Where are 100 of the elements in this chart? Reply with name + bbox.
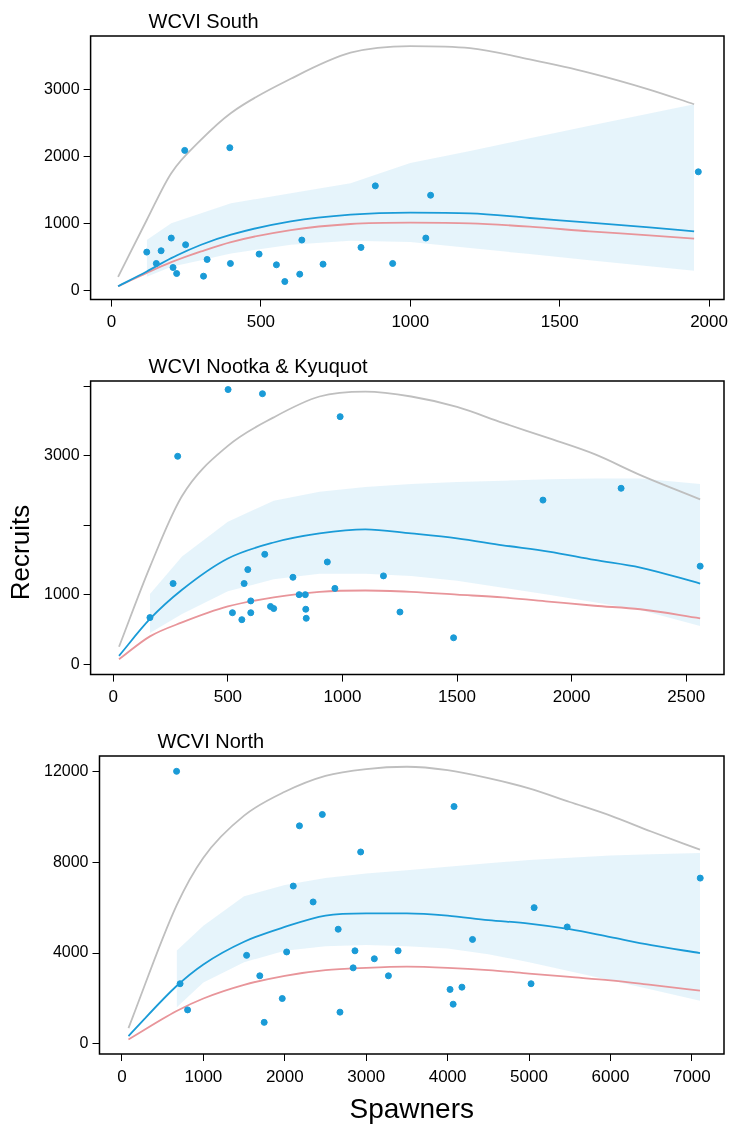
point [167, 234, 175, 242]
chart-title: WCVI South [148, 10, 259, 32]
x-tick-label: 0 [117, 1066, 127, 1086]
y-tick-label: 8000 [52, 852, 89, 870]
point [226, 144, 234, 152]
point [169, 263, 177, 271]
x-tick-label: 1000 [323, 687, 362, 707]
point [247, 609, 255, 617]
line-series [127, 912, 701, 1037]
x-tick-label: 2000 [265, 1066, 304, 1086]
point [446, 985, 454, 993]
point [146, 614, 154, 622]
point [696, 874, 704, 882]
x-tick-label: 1000 [184, 1066, 223, 1086]
x-tick-label: 4000 [428, 1066, 467, 1086]
point [295, 822, 303, 830]
point [450, 634, 458, 642]
y-tick-label: 2000 [44, 146, 80, 164]
line-series [127, 965, 701, 1041]
point [334, 925, 342, 933]
point [184, 1006, 192, 1014]
point [295, 591, 303, 599]
point [302, 605, 310, 613]
chart-title: WCVI North [157, 730, 265, 752]
line-series [118, 589, 702, 661]
point [323, 558, 331, 566]
point [530, 904, 538, 912]
x-tick-label: 5000 [510, 1066, 548, 1086]
point [258, 390, 266, 398]
line-series [127, 765, 701, 1029]
y-tick-label: 0 [70, 280, 80, 298]
point [200, 272, 208, 280]
point [539, 496, 547, 504]
x-tick-label: 1000 [391, 312, 430, 332]
point [224, 386, 232, 394]
point [357, 848, 365, 856]
y-tick-label: 1000 [44, 213, 80, 231]
point [379, 572, 387, 580]
point [289, 882, 297, 890]
point [370, 955, 378, 963]
point [351, 947, 359, 955]
point [357, 243, 365, 251]
point [181, 146, 189, 154]
point [563, 923, 571, 931]
point [289, 573, 297, 581]
y-tick-label: 1000 [44, 585, 80, 603]
point [422, 234, 430, 242]
point [309, 898, 317, 906]
point [296, 270, 304, 278]
x-tick-label: 1500 [438, 687, 476, 707]
y-tick-label: 4000 [52, 943, 89, 961]
point [283, 948, 291, 956]
y-tick-label: 0 [79, 1034, 89, 1052]
x-tick-label: 2000 [552, 687, 591, 707]
chart-title: WCVI Nootka & Kyuquot [148, 355, 369, 377]
point [527, 980, 535, 988]
point [182, 241, 190, 249]
x-tick-label: 0 [108, 687, 119, 707]
y-tick-label: 0 [70, 654, 80, 672]
point [281, 278, 289, 286]
point [389, 259, 397, 267]
point [152, 259, 160, 267]
x-tick-label: 1500 [540, 312, 579, 332]
point [157, 247, 165, 255]
point [298, 236, 306, 244]
point [143, 248, 151, 256]
x-tick-label: 3000 [347, 1066, 386, 1086]
point [243, 951, 251, 959]
point [244, 566, 252, 574]
line-series [117, 45, 696, 278]
point [319, 260, 327, 268]
point [318, 810, 326, 818]
point [261, 550, 269, 558]
x-tick-label: 500 [246, 312, 276, 332]
point [270, 605, 278, 613]
point [336, 1008, 344, 1016]
point [174, 452, 182, 460]
point [173, 767, 181, 775]
point [260, 1018, 268, 1026]
point [449, 1000, 457, 1008]
point [450, 803, 458, 811]
x-tick-label: 2500 [667, 687, 706, 707]
point [458, 983, 466, 991]
point [203, 255, 211, 263]
point [247, 597, 255, 605]
x-axis-title: Spawners [349, 1092, 474, 1124]
point [396, 608, 404, 616]
y-tick-label: 3000 [44, 446, 80, 464]
point [169, 580, 177, 588]
point [176, 980, 184, 988]
point [173, 270, 181, 278]
point [302, 614, 310, 622]
point [256, 972, 264, 980]
point [272, 261, 280, 269]
point [694, 168, 702, 176]
point [384, 972, 392, 980]
point [278, 995, 286, 1003]
x-tick-label: 7000 [672, 1066, 711, 1086]
point [301, 591, 309, 599]
x-tick-label: 2000 [690, 312, 728, 332]
